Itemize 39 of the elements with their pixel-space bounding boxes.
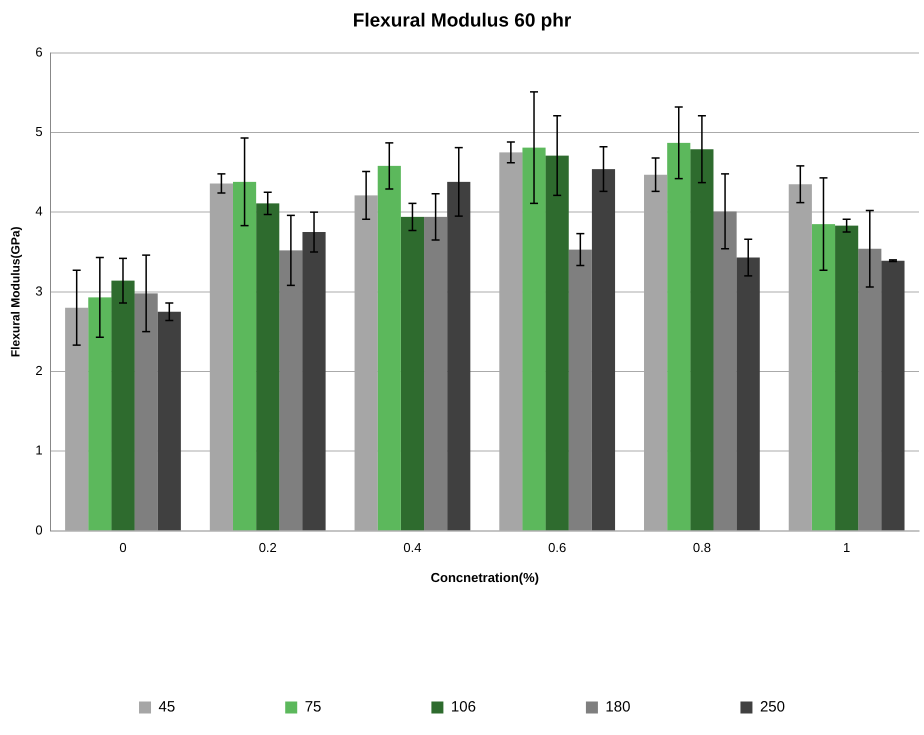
x-tick-label: 0.6 xyxy=(548,540,566,556)
bar xyxy=(256,203,280,530)
bar xyxy=(835,226,858,530)
x-tick-label: 1 xyxy=(843,540,850,556)
y-tick-label: 0 xyxy=(35,522,43,538)
x-tick-label: 0 xyxy=(119,540,127,556)
y-axis-title: Flexural Modulus(GPa) xyxy=(8,226,23,358)
bar xyxy=(881,260,905,530)
bar xyxy=(667,142,690,530)
bar xyxy=(111,280,135,530)
bar xyxy=(690,149,714,530)
x-tick-label: 0.8 xyxy=(692,540,711,556)
x-tick-label: 0.2 xyxy=(258,540,277,556)
bar xyxy=(546,156,569,530)
y-tick-label: 2 xyxy=(35,363,43,378)
legend-label: 250 xyxy=(760,698,785,716)
bar xyxy=(88,297,112,530)
y-tick-label: 1 xyxy=(35,442,43,458)
bar xyxy=(232,182,256,530)
legend-label: 75 xyxy=(304,698,322,716)
bar xyxy=(400,216,424,530)
bar xyxy=(158,312,181,530)
bar xyxy=(592,169,616,530)
y-tick-label: 6 xyxy=(35,44,43,60)
legend-label: 180 xyxy=(605,698,630,716)
bar xyxy=(736,258,760,530)
y-tick-label: 4 xyxy=(35,204,43,219)
bar xyxy=(522,148,546,530)
x-axis-title: Concnetration(%) xyxy=(430,570,539,585)
bar xyxy=(302,232,326,530)
bar xyxy=(447,182,470,530)
chart-title: Flexural Modulus 60 phr xyxy=(352,10,572,32)
bar xyxy=(812,224,836,530)
bar xyxy=(378,166,401,530)
legend-label: 106 xyxy=(450,698,476,716)
legend-label: 45 xyxy=(158,698,176,716)
y-tick-label: 3 xyxy=(35,283,43,298)
y-tick-label: 5 xyxy=(35,124,43,140)
x-tick-label: 0.4 xyxy=(403,540,422,556)
